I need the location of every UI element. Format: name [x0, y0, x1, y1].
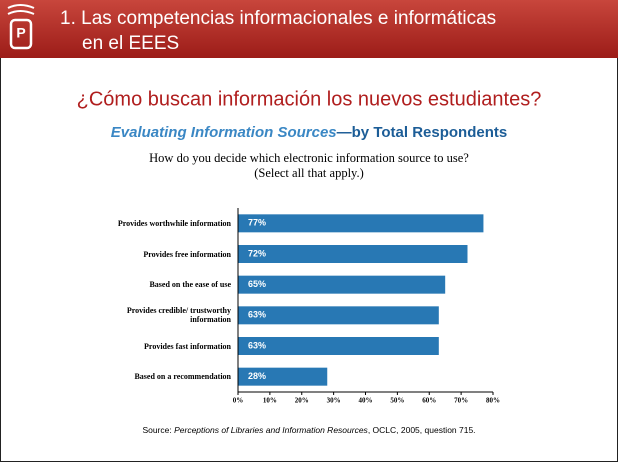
source-text: Source:: [142, 425, 174, 435]
chart-title: Evaluating Information Sources—by Total …: [111, 124, 507, 141]
category-label-box: Provides fast information: [144, 341, 231, 351]
bar-value-label: 63%: [248, 340, 266, 350]
svg-text:P: P: [16, 25, 25, 41]
category-label-box: Provides free information: [143, 249, 231, 259]
x-tick-label: 20%: [295, 397, 309, 405]
bar: [238, 306, 439, 325]
logo: P: [7, 4, 35, 50]
chart-source: Source: Perceptions of Libraries and Inf…: [142, 425, 475, 435]
category-label-box: Provides worthwhile information: [117, 218, 231, 228]
x-tick-label: 60%: [422, 397, 436, 405]
category-label-box: Based on a recommendation: [134, 372, 231, 382]
y-tick-label: Based on the ease of use: [149, 280, 231, 290]
x-tick-label: 50%: [390, 397, 404, 405]
y-tick-label: Provides worthwhile information: [117, 218, 231, 228]
category-label-box: Provides credible/ trustworthy informati…: [126, 306, 231, 325]
category-label-box: Based on the ease of use: [149, 280, 231, 290]
bar-value-label: 77%: [248, 218, 266, 228]
x-tick-label: 0%: [233, 397, 244, 405]
chart-title-suffix: —by Total Respondents: [337, 124, 508, 141]
bar: [238, 337, 439, 355]
x-tick-label: 70%: [454, 397, 468, 405]
source-text: Perceptions of Libraries and Information…: [174, 425, 368, 435]
bar: [238, 214, 484, 233]
bar-value-label: 28%: [248, 371, 266, 381]
source-text: , OCLC, 2005, question 715.: [368, 425, 476, 435]
x-tick-label: 10%: [263, 397, 277, 405]
bar: [238, 275, 446, 294]
bar: [238, 245, 468, 263]
x-tick-label: 30%: [327, 397, 341, 405]
x-tick-label: 80%: [486, 397, 500, 405]
y-tick-label: Provides credible/ trustworthy informati…: [126, 306, 231, 325]
bar-value-label: 72%: [248, 248, 266, 258]
chart-subtitle: How do you decide which electronic infor…: [149, 151, 469, 165]
chart-subtitle: (Select all that apply.): [254, 166, 364, 180]
y-tick-label: Provides fast information: [144, 341, 231, 351]
slide-heading: ¿Cómo buscan información los nuevos estu…: [77, 88, 542, 110]
y-tick-label: Provides free information: [143, 249, 231, 259]
header-bar: [0, 0, 618, 58]
bar-value-label: 63%: [248, 310, 266, 320]
y-tick-label: Based on a recommendation: [134, 372, 231, 382]
x-tick-label: 40%: [359, 397, 373, 405]
bar: [238, 367, 328, 386]
header-title: en el EEES: [82, 33, 179, 54]
header-title: 1. Las competencias informacionales e in…: [60, 8, 496, 29]
bar-value-label: 65%: [248, 279, 266, 289]
chart-title-main: Evaluating Information Sources: [111, 124, 337, 141]
